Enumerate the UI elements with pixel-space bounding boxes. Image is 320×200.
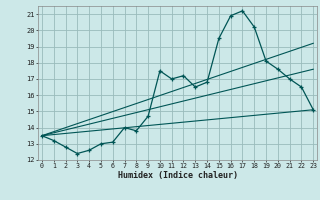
X-axis label: Humidex (Indice chaleur): Humidex (Indice chaleur) <box>118 171 238 180</box>
